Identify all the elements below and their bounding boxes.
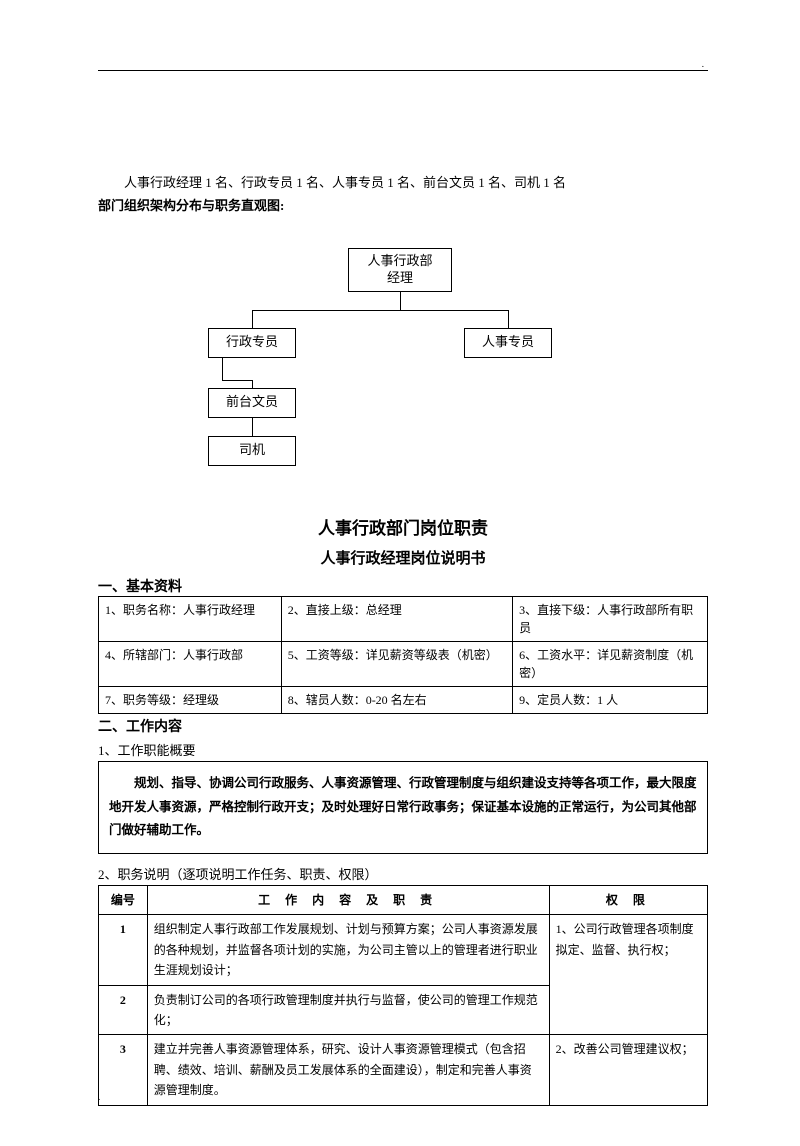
col-auth: 权 限	[549, 886, 707, 915]
sub-title: 人事行政经理岗位说明书	[98, 547, 708, 568]
node-receptionist: 前台文员	[208, 388, 296, 418]
cell: 组织制定人事行政部工作发展规划、计划与预算方案；公司人事资源发展的各种规划，并监…	[147, 915, 549, 985]
table-row: 1 组织制定人事行政部工作发展规划、计划与预算方案；公司人事资源发展的各种规划，…	[99, 915, 708, 985]
document-page: . 人事行政经理 1 名、行政专员 1 名、人事专员 1 名、前台文员 1 名、…	[0, 0, 800, 1146]
cell: 建立并完善人事资源管理体系，研究、设计人事资源管理模式（包含招聘、绩效、培训、薪…	[147, 1035, 549, 1105]
table-row: 1、职务名称：人事行政经理 2、直接上级：总经理 3、直接下级：人事行政部所有职…	[99, 596, 708, 641]
duty-table: 编号 工 作 内 容 及 职 责 权 限 1 组织制定人事行政部工作发展规划、计…	[98, 885, 708, 1106]
cell: 5、工资等级：详见薪资等级表（机密）	[281, 641, 512, 686]
cell: 2、直接上级：总经理	[281, 596, 512, 641]
col-num: 编号	[99, 886, 148, 915]
cell: 6、工资水平：详见薪资制度（机密）	[513, 641, 708, 686]
cell: 2	[99, 985, 148, 1035]
col-desc: 工 作 内 容 及 职 责	[147, 886, 549, 915]
subsection-summary: 1、工作职能概要	[98, 740, 708, 759]
connector	[252, 310, 508, 311]
table-row: 7、职务等级：经理级 8、辖员人数：0-20 名左右 9、定员人数：1 人	[99, 686, 708, 713]
main-title: 人事行政部门岗位职责	[98, 514, 708, 539]
basic-info-table: 1、职务名称：人事行政经理 2、直接上级：总经理 3、直接下级：人事行政部所有职…	[98, 596, 708, 714]
cell: 1、职务名称：人事行政经理	[99, 596, 282, 641]
node-manager: 人事行政部 经理	[348, 248, 452, 292]
table-row: 3 建立并完善人事资源管理体系，研究、设计人事资源管理模式（包含招聘、绩效、培训…	[99, 1035, 708, 1105]
connector	[222, 358, 223, 380]
top-rule	[98, 70, 708, 71]
connector	[252, 418, 253, 436]
connector	[252, 310, 253, 328]
org-chart: 人事行政部 经理 行政专员 人事专员 前台文员 司机	[158, 248, 558, 508]
cell: 8、辖员人数：0-20 名左右	[281, 686, 512, 713]
section-basic-info: 一、基本资料	[98, 576, 708, 596]
cell: 4、所辖部门：人事行政部	[99, 641, 282, 686]
connector	[222, 380, 252, 381]
cell: 2、改善公司管理建议权；	[549, 1035, 707, 1105]
cell: 3、直接下级：人事行政部所有职员	[513, 596, 708, 641]
table-row: 4、所辖部门：人事行政部 5、工资等级：详见薪资等级表（机密） 6、工资水平：详…	[99, 641, 708, 686]
node-admin-specialist: 行政专员	[208, 328, 296, 358]
node-driver: 司机	[208, 436, 296, 466]
org-heading: 部门组织架构分布与职务直观图:	[98, 194, 708, 217]
corner-mark-top: .	[702, 59, 704, 69]
connector	[252, 380, 253, 388]
cell: 7、职务等级：经理级	[99, 686, 282, 713]
corner-mark-bottom: .	[98, 1092, 100, 1102]
connector	[508, 310, 509, 328]
node-hr-specialist: 人事专员	[464, 328, 552, 358]
cell: 负责制订公司的各项行政管理制度并执行与监督，使公司的管理工作规范化；	[147, 985, 549, 1035]
section-work-content: 二、工作内容	[98, 716, 708, 736]
staffing-line: 人事行政经理 1 名、行政专员 1 名、人事专员 1 名、前台文员 1 名、司机…	[98, 171, 708, 194]
table-header-row: 编号 工 作 内 容 及 职 责 权 限	[99, 886, 708, 915]
cell: 3	[99, 1035, 148, 1105]
summary-box: 规划、指导、协调公司行政服务、人事资源管理、行政管理制度与组织建设支持等各项工作…	[98, 761, 708, 854]
subsection-duties: 2、职务说明（逐项说明工作任务、职责、权限）	[98, 864, 708, 883]
cell: 1、公司行政管理各项制度拟定、监督、执行权；	[549, 915, 707, 1035]
cell: 9、定员人数：1 人	[513, 686, 708, 713]
cell: 1	[99, 915, 148, 985]
connector	[400, 292, 401, 310]
